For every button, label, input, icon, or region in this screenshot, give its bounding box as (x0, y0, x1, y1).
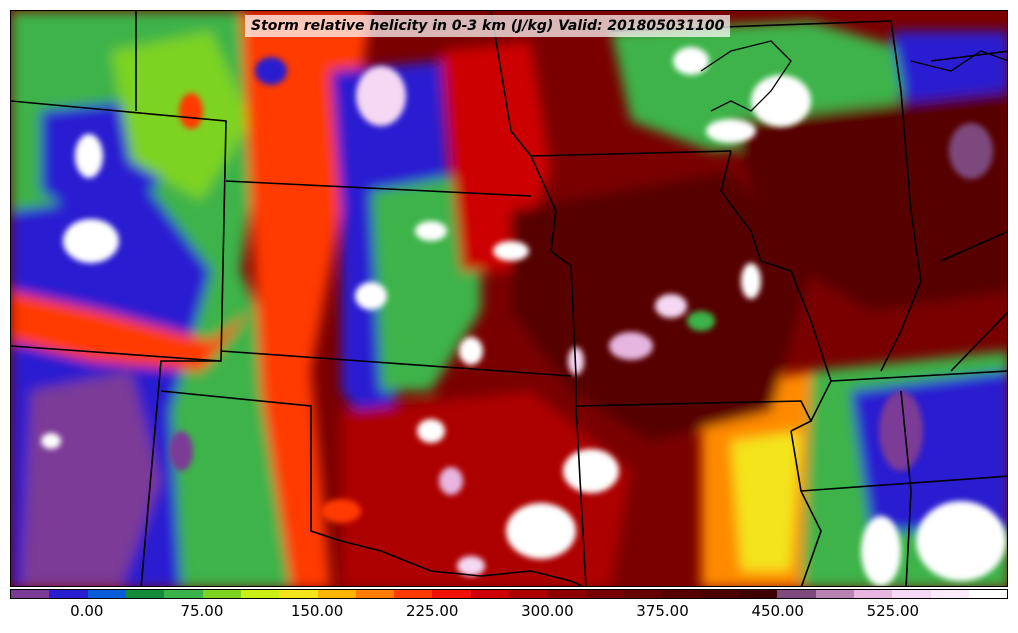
great-lakes-coastline (700, 40, 1007, 112)
colorbar-swatch (968, 590, 1008, 598)
colorbar-swatch (738, 590, 778, 598)
colorbar-swatch (624, 590, 663, 598)
colorbar-swatch (240, 590, 280, 598)
colorbar-swatch (355, 590, 395, 598)
colorbar-swatch (777, 590, 816, 598)
colorbar-tick-label: 450.00 (751, 602, 804, 620)
colorbar-swatch (125, 590, 165, 598)
colorbar-swatch (547, 590, 586, 598)
colorbar-tick-labels: 0.00 75.00 150.00 225.00 300.00 375.00 450.00 5… (10, 602, 1008, 624)
colorbar-swatch (700, 590, 739, 598)
colorbar-swatch (892, 590, 931, 598)
colorbar-swatch (585, 590, 624, 598)
colorbar-tick-label: 375.00 (636, 602, 689, 620)
colorbar-swatch (164, 590, 203, 598)
colorbar-swatch (11, 590, 50, 598)
colorbar-tick-label: 75.00 (180, 602, 224, 620)
colorbar-swatch (87, 590, 126, 598)
colorbar-tick-label: 150.00 (290, 602, 344, 620)
state-boundaries (11, 11, 1007, 586)
colorbar-swatch (930, 590, 969, 598)
map-panel (10, 10, 1008, 587)
field-fine-features (41, 47, 1006, 586)
colorbar-swatch (394, 590, 433, 598)
helicity-field-map (11, 11, 1007, 586)
map-title: Storm relative helicity in 0-3 km (J/kg)… (245, 15, 731, 37)
colorbar-tick-label: 0.00 (70, 602, 104, 620)
colorbar-swatch (202, 590, 241, 598)
colorbar-swatch (662, 590, 701, 598)
colorbar-swatch (815, 590, 854, 598)
colorbar-swatch (49, 590, 88, 598)
colorbar-swatch (279, 590, 318, 598)
colorbar-swatch (853, 590, 893, 598)
colorbar-swatch (317, 590, 356, 598)
colorbar-swatch (509, 590, 548, 598)
colorbar (10, 589, 1008, 599)
colorbar-swatch (432, 590, 471, 598)
colorbar-tick-label: 300.00 (521, 602, 574, 620)
colorbar-swatch (470, 590, 510, 598)
colorbar-tick-label: 525.00 (866, 602, 920, 620)
colorbar-tick-label: 225.00 (405, 602, 459, 620)
